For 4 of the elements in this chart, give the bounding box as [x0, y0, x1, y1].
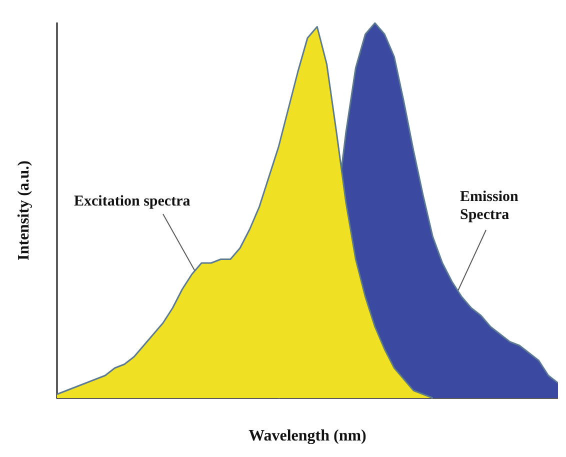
annotation: Excitation spectra: [74, 194, 191, 210]
x-axis-title: Wavelength (nm): [248, 428, 366, 444]
y-axis-title: Intensity (a.u.): [16, 160, 32, 261]
annotation: Emission Spectra: [460, 189, 520, 223]
